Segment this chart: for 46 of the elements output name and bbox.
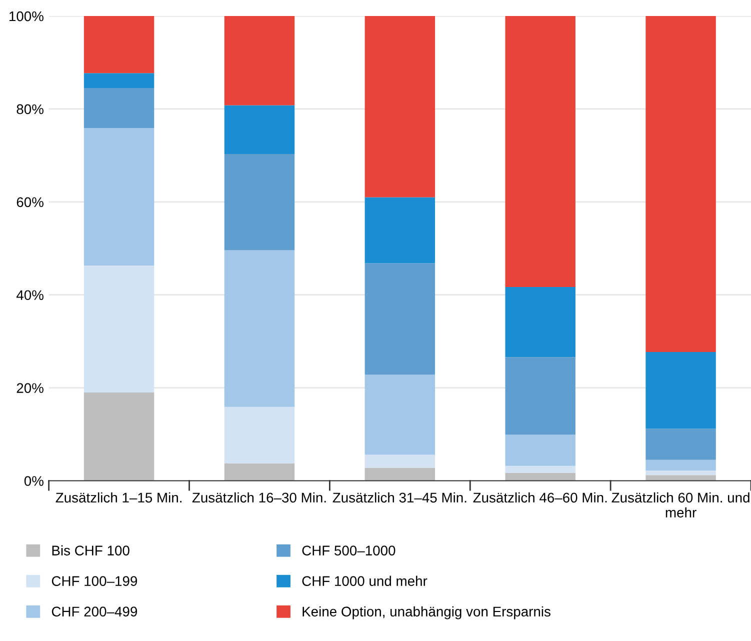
bar <box>646 460 716 471</box>
y-tick-label: 100% <box>9 11 44 22</box>
y-tick-label: 0% <box>24 476 44 486</box>
bar <box>646 352 716 429</box>
bar <box>505 466 576 473</box>
legend-label: CHF 500–1000 <box>302 546 396 556</box>
legend-label: CHF 1000 und mehr <box>302 576 428 586</box>
x-tick-label: Zusätzlich 46–60 Min. <box>473 492 607 503</box>
bar <box>505 357 576 435</box>
bar <box>505 286 576 358</box>
bar <box>84 88 154 128</box>
legend-label: CHF 100–199 <box>52 576 138 586</box>
y-tick-label: 60% <box>16 197 44 208</box>
bar <box>646 475 716 481</box>
x-tick-label: Zusätzlich 1–15 Min. <box>56 492 182 503</box>
bar <box>224 105 295 154</box>
y-tick-label: 80% <box>16 104 44 114</box>
y-tick-label: 20% <box>16 383 44 393</box>
bar <box>84 16 154 74</box>
bar <box>224 406 295 464</box>
bar <box>505 434 576 466</box>
bar <box>224 154 295 250</box>
bar <box>84 73 154 88</box>
y-tick-label: 40% <box>16 290 44 300</box>
bar <box>364 16 436 198</box>
x-tick-label: Zusätzlich 60 Min. und mehr <box>612 492 750 518</box>
bar <box>84 392 154 481</box>
bar <box>364 197 436 264</box>
x-tick-label: Zusätzlich 31–45 Min. <box>332 492 466 503</box>
bar <box>646 16 716 352</box>
legend-label: Bis CHF 100 <box>52 545 130 556</box>
bar <box>646 428 716 460</box>
bar <box>224 16 295 106</box>
bar <box>646 470 716 476</box>
legend-label: CHF 200–499 <box>52 606 138 617</box>
bar <box>364 454 436 468</box>
bar <box>84 266 154 392</box>
x-tick-label: Zusätzlich 16–30 Min. <box>192 492 326 503</box>
bar <box>224 250 295 407</box>
legend-label: Keine Option, unabhängig von Ersparnis <box>302 606 550 620</box>
bar <box>364 263 436 375</box>
bar <box>364 468 436 481</box>
bar <box>84 128 154 266</box>
bar <box>224 464 295 481</box>
bar <box>505 16 576 287</box>
bar <box>364 374 436 455</box>
